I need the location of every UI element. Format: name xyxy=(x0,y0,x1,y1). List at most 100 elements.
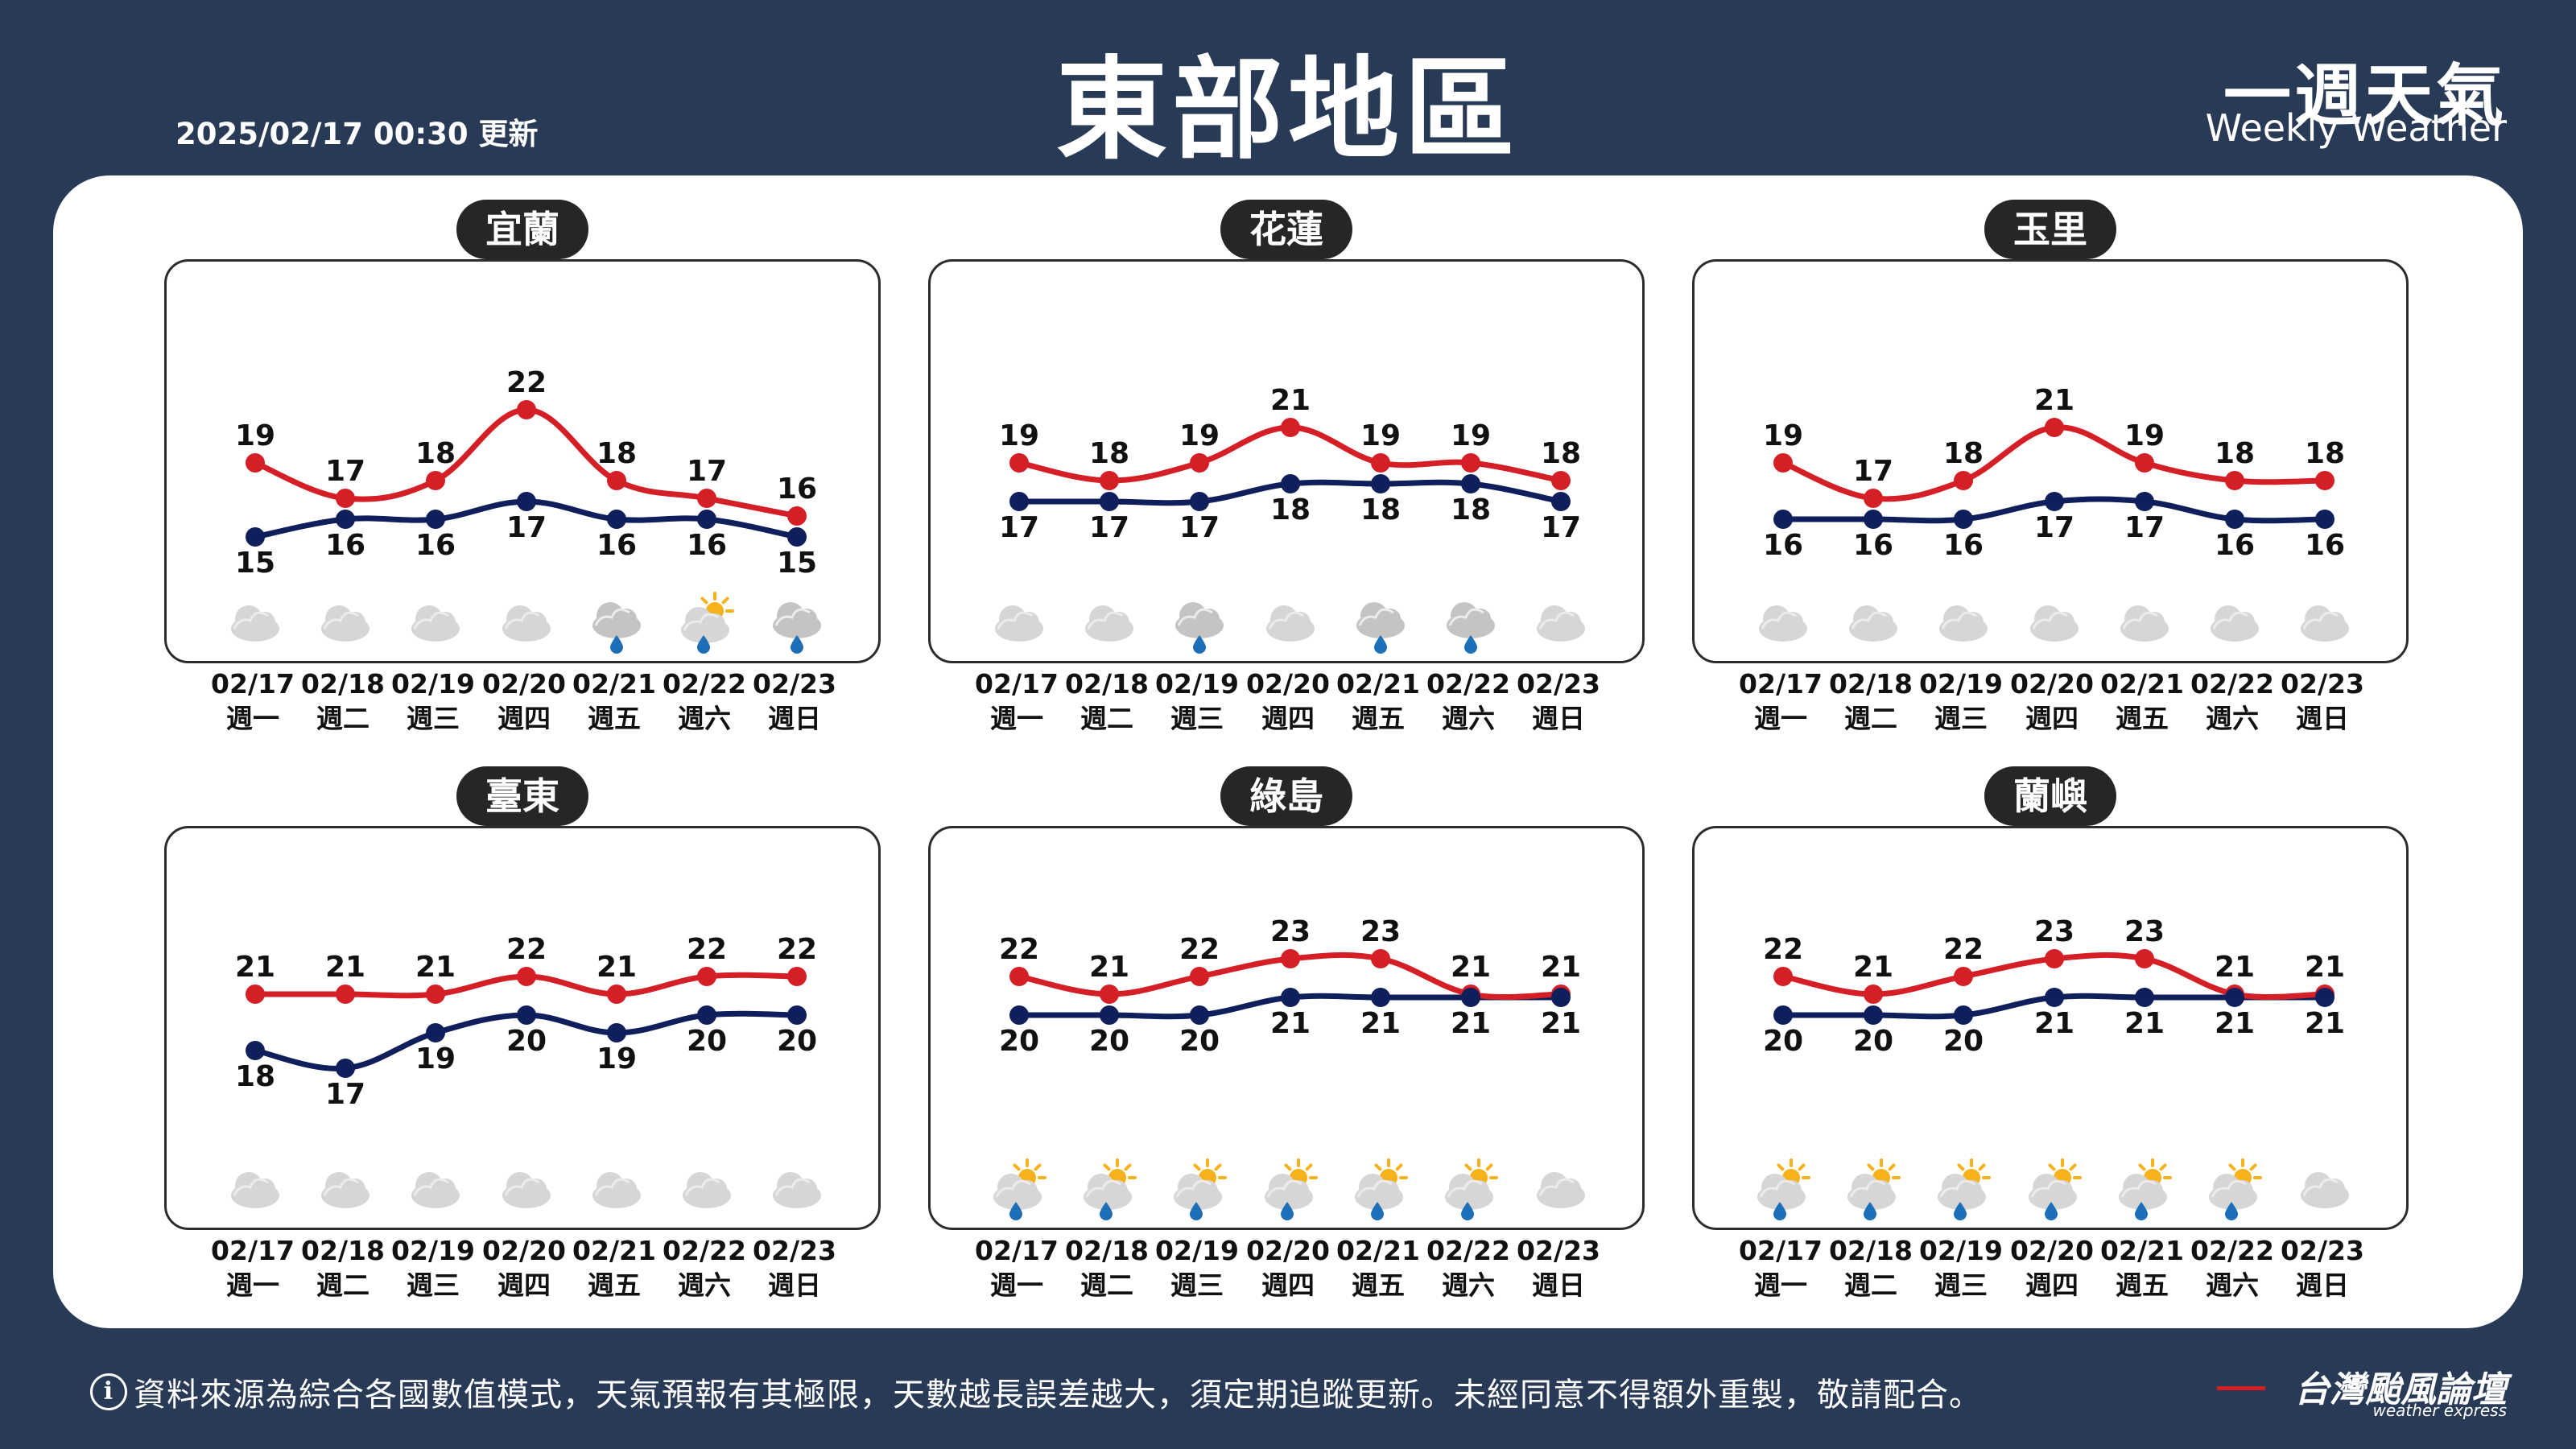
max-temp-point xyxy=(336,489,355,508)
max-temp-point xyxy=(2135,949,2154,968)
max-temp-label: 18 xyxy=(1943,437,1984,470)
weekday-label: 週三 xyxy=(407,703,460,734)
sun-rain-icon xyxy=(1084,1158,1137,1220)
min-temp-point xyxy=(607,510,626,529)
location-title: 花蓮 xyxy=(1220,200,1352,259)
max-temp-point xyxy=(426,471,445,490)
weekday-label: 週一 xyxy=(990,1269,1043,1301)
min-temp-point xyxy=(1461,988,1480,1007)
min-temp-label: 17 xyxy=(2034,511,2074,544)
min-temp-point xyxy=(1773,510,1793,529)
max-temp-label: 18 xyxy=(597,437,637,470)
min-temp-label: 20 xyxy=(506,1025,547,1058)
max-temp-label: 22 xyxy=(1763,933,1803,966)
max-temp-label: 18 xyxy=(1541,437,1581,470)
max-temp-point xyxy=(2045,949,2064,968)
max-temp-label: 17 xyxy=(1853,455,1893,488)
max-temp-label: 21 xyxy=(325,951,365,984)
max-temp-point xyxy=(1281,949,1300,968)
min-temp-label: 18 xyxy=(235,1060,275,1093)
sun-rain-icon xyxy=(1938,1158,1991,1220)
weekday-label: 週四 xyxy=(1261,1269,1315,1301)
min-temp-label: 21 xyxy=(2034,1007,2074,1040)
weekday-label: 週五 xyxy=(2116,1269,2169,1301)
cloudy-icon xyxy=(2030,605,2079,642)
max-temp-point xyxy=(246,453,265,473)
min-temp-label: 21 xyxy=(1270,1007,1311,1040)
max-temp-point xyxy=(517,967,536,986)
brand-subtitle: Weekly Weather xyxy=(2205,106,2507,150)
min-temp-label: 20 xyxy=(999,1025,1039,1058)
min-temp-label: 16 xyxy=(2305,529,2345,562)
cloudy-icon xyxy=(411,605,460,642)
date-label: 02/22 xyxy=(663,1235,746,1266)
min-temp-label: 16 xyxy=(2215,529,2255,562)
min-temp-label: 17 xyxy=(1541,511,1581,544)
date-label: 02/20 xyxy=(2010,668,2094,700)
weekday-label: 週一 xyxy=(226,1269,279,1301)
max-temp-label: 21 xyxy=(2215,951,2255,984)
max-temp-point xyxy=(1773,967,1793,986)
weekday-label: 週三 xyxy=(1170,703,1224,734)
cloudy-icon xyxy=(2301,1172,2349,1208)
cloudy-icon xyxy=(1537,1172,1585,1208)
max-temp-label: 21 xyxy=(2305,951,2345,984)
weekday-label: 週四 xyxy=(2025,703,2079,734)
max-temp-label: 21 xyxy=(2034,384,2074,417)
location-chart-panel: 22 21 22 23 23 21 21 20 20 20 21 21 21 21 xyxy=(1692,826,2409,1230)
min-temp-point xyxy=(1954,1005,1973,1025)
max-temp-label: 21 xyxy=(1089,951,1129,984)
min-temp-label: 20 xyxy=(1089,1025,1129,1058)
date-label: 02/19 xyxy=(1919,1235,2003,1266)
cloudy-icon xyxy=(1266,605,1315,642)
logo-sub: weather express xyxy=(2372,1401,2507,1420)
sun-rain-icon xyxy=(1445,1158,1498,1220)
max-temp-label: 21 xyxy=(1541,951,1581,984)
max-temp-label: 18 xyxy=(2215,437,2255,470)
min-temp-point xyxy=(336,510,355,529)
sun-rain-icon xyxy=(1355,1158,1408,1220)
weekday-label: 週四 xyxy=(1261,703,1315,734)
max-temp-label: 22 xyxy=(999,933,1039,966)
min-temp-label: 16 xyxy=(415,529,456,562)
min-temp-point xyxy=(1009,1005,1029,1025)
max-temp-point xyxy=(1371,453,1390,473)
max-temp-label: 19 xyxy=(1360,419,1401,452)
cloudy-icon xyxy=(1939,605,1988,642)
min-temp-label: 18 xyxy=(1360,493,1401,526)
sun-rain-icon xyxy=(1174,1158,1227,1220)
max-temp-point xyxy=(697,967,716,986)
min-temp-point xyxy=(1461,474,1480,493)
max-temp-label: 23 xyxy=(1270,915,1311,948)
min-temp-label: 16 xyxy=(1763,529,1803,562)
temperature-chart: 19 17 18 21 19 18 18 16 16 16 17 17 16 16 xyxy=(1759,384,2349,642)
date-label: 02/23 xyxy=(1517,668,1600,700)
max-temp-label: 23 xyxy=(2124,915,2165,948)
date-label: 02/17 xyxy=(211,668,295,700)
max-temp-point xyxy=(1773,453,1793,473)
sun-rain-icon xyxy=(2119,1158,2172,1220)
min-temp-label: 20 xyxy=(777,1025,817,1058)
min-temp-point xyxy=(517,492,536,511)
min-temp-label: 17 xyxy=(506,511,547,544)
rain-icon xyxy=(773,602,821,654)
weekday-label: 週二 xyxy=(316,1269,369,1301)
min-temp-point xyxy=(1190,492,1209,511)
cloudy-icon xyxy=(995,605,1043,642)
min-temp-point xyxy=(426,1023,445,1042)
max-temp-point xyxy=(2135,453,2154,473)
date-label: 02/21 xyxy=(1336,668,1420,700)
weekday-label: 週六 xyxy=(678,703,731,734)
cloudy-icon xyxy=(411,1172,460,1208)
min-temp-label: 20 xyxy=(1853,1025,1893,1058)
date-label: 02/17 xyxy=(975,668,1059,700)
min-temp-label: 17 xyxy=(1089,511,1129,544)
min-temp-point xyxy=(246,1041,265,1060)
min-temp-point xyxy=(2045,492,2064,511)
max-temp-point xyxy=(1864,489,1883,508)
weekday-label: 週一 xyxy=(990,703,1043,734)
date-label: 02/22 xyxy=(1426,668,1510,700)
weekday-label: 週五 xyxy=(588,1269,641,1301)
date-label: 02/20 xyxy=(482,1235,566,1266)
logo: 台灣颱風論壇 weather express xyxy=(2217,1360,2507,1420)
